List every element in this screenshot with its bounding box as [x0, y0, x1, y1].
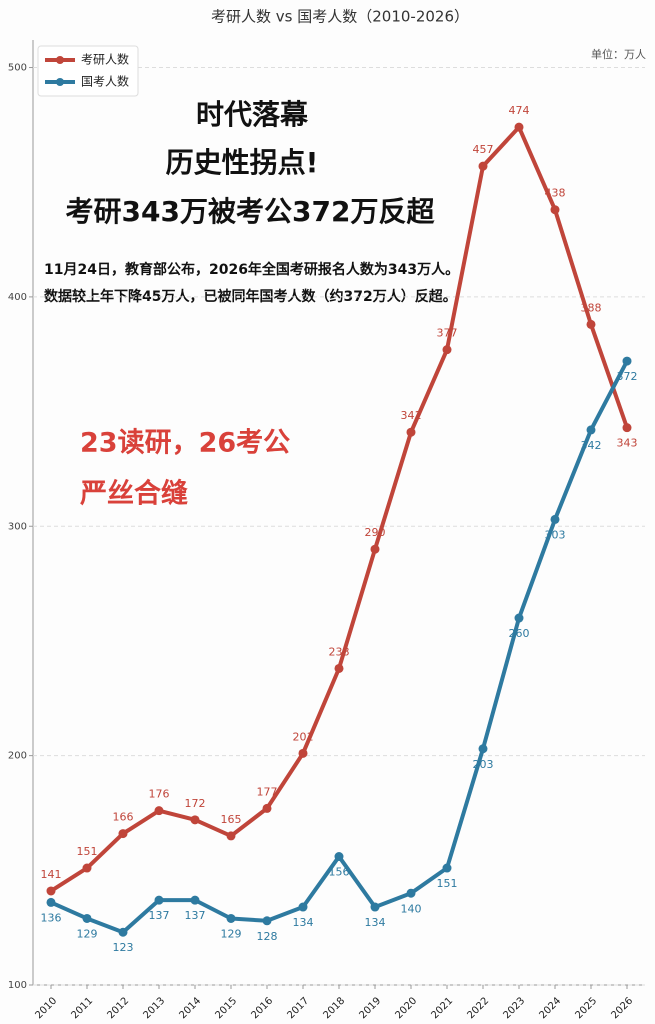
- annotation: 23读研，26考公: [80, 428, 290, 459]
- data-point: [46, 897, 56, 907]
- data-point: [190, 815, 200, 825]
- data-label: 123: [113, 941, 134, 954]
- data-label: 343: [617, 437, 638, 450]
- data-point: [118, 829, 128, 839]
- data-point: [82, 913, 92, 923]
- data-label: 141: [41, 868, 62, 881]
- data-point: [262, 803, 272, 813]
- y-tick-label: 400: [8, 292, 27, 303]
- headline: 时代落幕: [196, 98, 309, 131]
- data-point: [154, 895, 164, 905]
- data-label: 201: [293, 730, 314, 743]
- data-point: [622, 356, 632, 366]
- data-label: 165: [221, 813, 242, 826]
- data-point: [442, 863, 452, 873]
- unit-label: 单位：万人: [591, 47, 646, 61]
- data-point: [226, 831, 236, 841]
- chart-title: 考研人数 vs 国考人数（2010-2026）: [211, 8, 469, 26]
- data-point: [154, 806, 164, 816]
- data-label: 377: [437, 327, 458, 340]
- y-tick-label: 200: [8, 751, 27, 762]
- data-label: 137: [185, 909, 206, 922]
- data-label: 303: [545, 528, 566, 541]
- data-point: [586, 319, 596, 329]
- legend-marker: [56, 78, 64, 86]
- data-point: [262, 916, 272, 926]
- data-label: 137: [149, 909, 170, 922]
- data-point: [82, 863, 92, 873]
- data-label: 129: [77, 927, 98, 940]
- legend-label: 国考人数: [81, 74, 129, 89]
- data-point: [226, 913, 236, 923]
- data-point: [370, 544, 380, 554]
- annotation: 严丝合缝: [80, 478, 188, 510]
- data-point: [298, 902, 308, 912]
- data-point: [118, 927, 128, 937]
- y-tick-label: 500: [8, 63, 27, 74]
- data-label: 177: [257, 785, 278, 798]
- data-label: 238: [329, 645, 350, 658]
- data-point: [550, 514, 560, 524]
- data-label: 172: [185, 797, 206, 810]
- data-point: [622, 423, 632, 433]
- data-point: [334, 852, 344, 862]
- data-label: 176: [149, 788, 170, 801]
- data-point: [406, 888, 416, 898]
- data-label: 474: [509, 104, 530, 117]
- headline: 历史性拐点!: [166, 146, 319, 179]
- data-point: [478, 161, 488, 171]
- data-label: 156: [329, 866, 350, 879]
- data-label: 203: [473, 758, 494, 771]
- data-label: 290: [365, 526, 386, 539]
- data-point: [406, 427, 416, 437]
- y-tick-label: 100: [8, 980, 27, 991]
- data-label: 151: [77, 845, 98, 858]
- data-point: [46, 886, 56, 896]
- data-label: 388: [581, 301, 602, 314]
- data-label: 140: [401, 902, 422, 915]
- data-label: 136: [41, 911, 62, 924]
- data-point: [586, 425, 596, 435]
- data-point: [190, 895, 200, 905]
- annotation: 11月24日，教育部公布，2026年全国考研报名人数为343万人。: [44, 261, 459, 278]
- data-label: 438: [545, 187, 566, 200]
- legend-label: 考研人数: [81, 52, 129, 67]
- data-point: [334, 663, 344, 673]
- data-point: [550, 205, 560, 215]
- data-label: 457: [473, 143, 494, 156]
- data-point: [514, 122, 524, 132]
- headline: 考研343万被考公372万反超: [66, 195, 436, 228]
- data-label: 134: [293, 916, 314, 929]
- data-label: 151: [437, 877, 458, 890]
- data-point: [442, 345, 452, 355]
- data-label: 166: [113, 811, 134, 824]
- data-point: [478, 744, 488, 754]
- data-label: 341: [401, 409, 422, 422]
- legend-marker: [56, 56, 64, 64]
- data-point: [370, 902, 380, 912]
- data-label: 260: [509, 627, 530, 640]
- data-label: 129: [221, 927, 242, 940]
- data-point: [514, 613, 524, 623]
- data-label: 128: [257, 930, 278, 943]
- data-label: 342: [581, 439, 602, 452]
- data-point: [298, 748, 308, 758]
- data-label: 134: [365, 916, 386, 929]
- data-label: 372: [617, 370, 638, 383]
- y-tick-label: 300: [8, 521, 27, 532]
